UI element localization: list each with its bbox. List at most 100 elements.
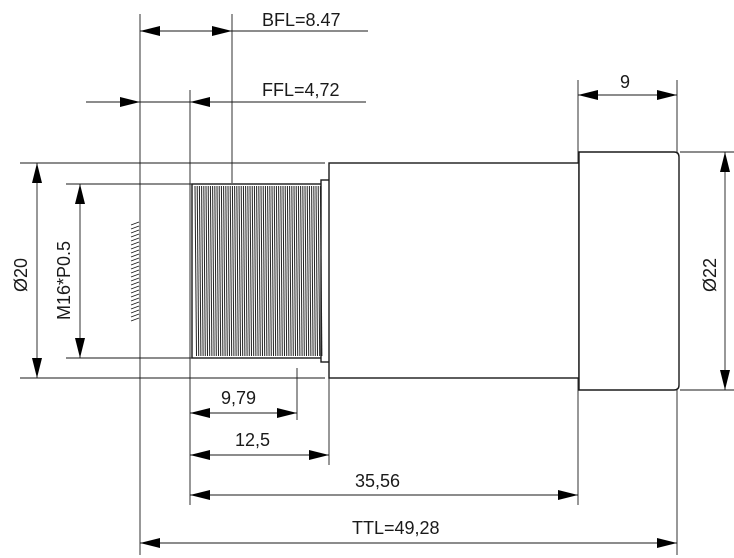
thread-line <box>229 185 233 357</box>
thread-line <box>234 185 237 357</box>
thread-line <box>214 185 217 357</box>
hatch-line <box>130 221 140 226</box>
thread-line <box>306 185 310 357</box>
body-length-label: 9 <box>620 72 630 92</box>
hatch-line <box>130 245 140 250</box>
thread-line <box>205 185 208 357</box>
thread-spec-label: M16*P0.5 <box>54 241 74 320</box>
thread-line <box>284 185 288 357</box>
thread-line <box>262 185 266 357</box>
dia-20-label: Ø20 <box>11 258 31 292</box>
lens-body <box>130 151 680 391</box>
thread-line <box>220 185 224 357</box>
thread-line <box>238 185 241 357</box>
thread-line <box>198 185 202 357</box>
thread-line <box>247 185 250 357</box>
thread-line <box>275 185 279 357</box>
hatch-line <box>130 285 140 290</box>
thread-length-label: 9,79 <box>221 388 256 408</box>
front-ring <box>578 151 680 391</box>
thread-line <box>240 185 244 357</box>
hatch-line <box>130 261 140 266</box>
thread-line <box>242 185 246 357</box>
dimension-labels: BFL=8.47 FFL=4,72 9 Ø20 M16*P0.5 Ø22 9,7… <box>11 10 720 538</box>
mount-length-label: 12,5 <box>235 430 270 450</box>
barrel-length-label: 35,56 <box>355 471 400 491</box>
thread-line <box>236 185 239 357</box>
thread-line <box>223 185 226 357</box>
thread-line <box>207 185 211 357</box>
thread-line <box>315 185 318 357</box>
barrel-section <box>328 162 580 379</box>
thread-line <box>308 185 312 357</box>
thread-line <box>271 185 274 357</box>
thread-line <box>280 185 283 357</box>
hatch-line <box>130 289 140 294</box>
thread-line <box>209 185 213 357</box>
thread-line <box>225 185 228 357</box>
hatch-line <box>130 301 140 306</box>
bfl-label: BFL=8.47 <box>262 10 341 30</box>
thread-line <box>319 185 323 357</box>
thread-line <box>282 185 285 357</box>
hatch-line <box>130 225 140 230</box>
thread-line <box>264 185 268 357</box>
thread-line <box>267 185 270 357</box>
ttl-label: TTL=49,28 <box>352 518 440 538</box>
hatch-line <box>130 313 140 318</box>
thread-line <box>258 185 261 357</box>
thread-line <box>289 185 292 357</box>
thread-line <box>194 185 197 357</box>
thread-line <box>245 185 248 357</box>
thread-line <box>313 185 316 357</box>
hatch-line <box>130 305 140 310</box>
hatch-line <box>130 281 140 286</box>
ffl-label: FFL=4,72 <box>262 80 340 100</box>
thread-line <box>304 185 307 357</box>
thread-line <box>227 185 230 357</box>
thread-line <box>293 185 296 357</box>
thread-line <box>297 185 301 357</box>
hatch-line <box>130 277 140 282</box>
hatch-line <box>130 273 140 278</box>
thread-line <box>317 185 321 357</box>
thread-line <box>269 185 272 357</box>
hatch-line <box>130 309 140 314</box>
thread-line <box>295 185 299 357</box>
thread-line <box>273 185 277 357</box>
hatch-line <box>130 249 140 254</box>
thread-hatching <box>194 185 323 357</box>
hatch-line <box>130 317 140 322</box>
hatch-line <box>130 293 140 298</box>
hatch-line <box>130 269 140 274</box>
hatch-line <box>130 265 140 270</box>
thread-line <box>216 185 219 357</box>
thread-line <box>278 185 281 357</box>
thread-line <box>212 185 215 357</box>
hatch-line <box>130 297 140 302</box>
sensor-plane-hatch <box>130 221 140 322</box>
thread-line <box>249 185 252 357</box>
thread-line <box>302 185 305 357</box>
hatch-line <box>130 229 140 234</box>
hatch-line <box>130 257 140 262</box>
dia-22-label: Ø22 <box>700 258 720 292</box>
thread-line <box>196 185 200 357</box>
hatch-line <box>130 237 140 242</box>
hatch-line <box>130 233 140 238</box>
dimension-lines <box>32 26 730 548</box>
thread-line <box>311 185 314 357</box>
thread-line <box>201 185 204 357</box>
thread-line <box>251 185 255 357</box>
thread-line <box>291 185 294 357</box>
thread-line <box>300 185 303 357</box>
hatch-line <box>130 253 140 258</box>
thread-line <box>218 185 222 357</box>
thread-line <box>203 185 206 357</box>
thread-line <box>260 185 263 357</box>
thread-line <box>253 185 257 357</box>
thread-line <box>256 185 259 357</box>
thread-line <box>231 185 235 357</box>
hatch-line <box>130 241 140 246</box>
